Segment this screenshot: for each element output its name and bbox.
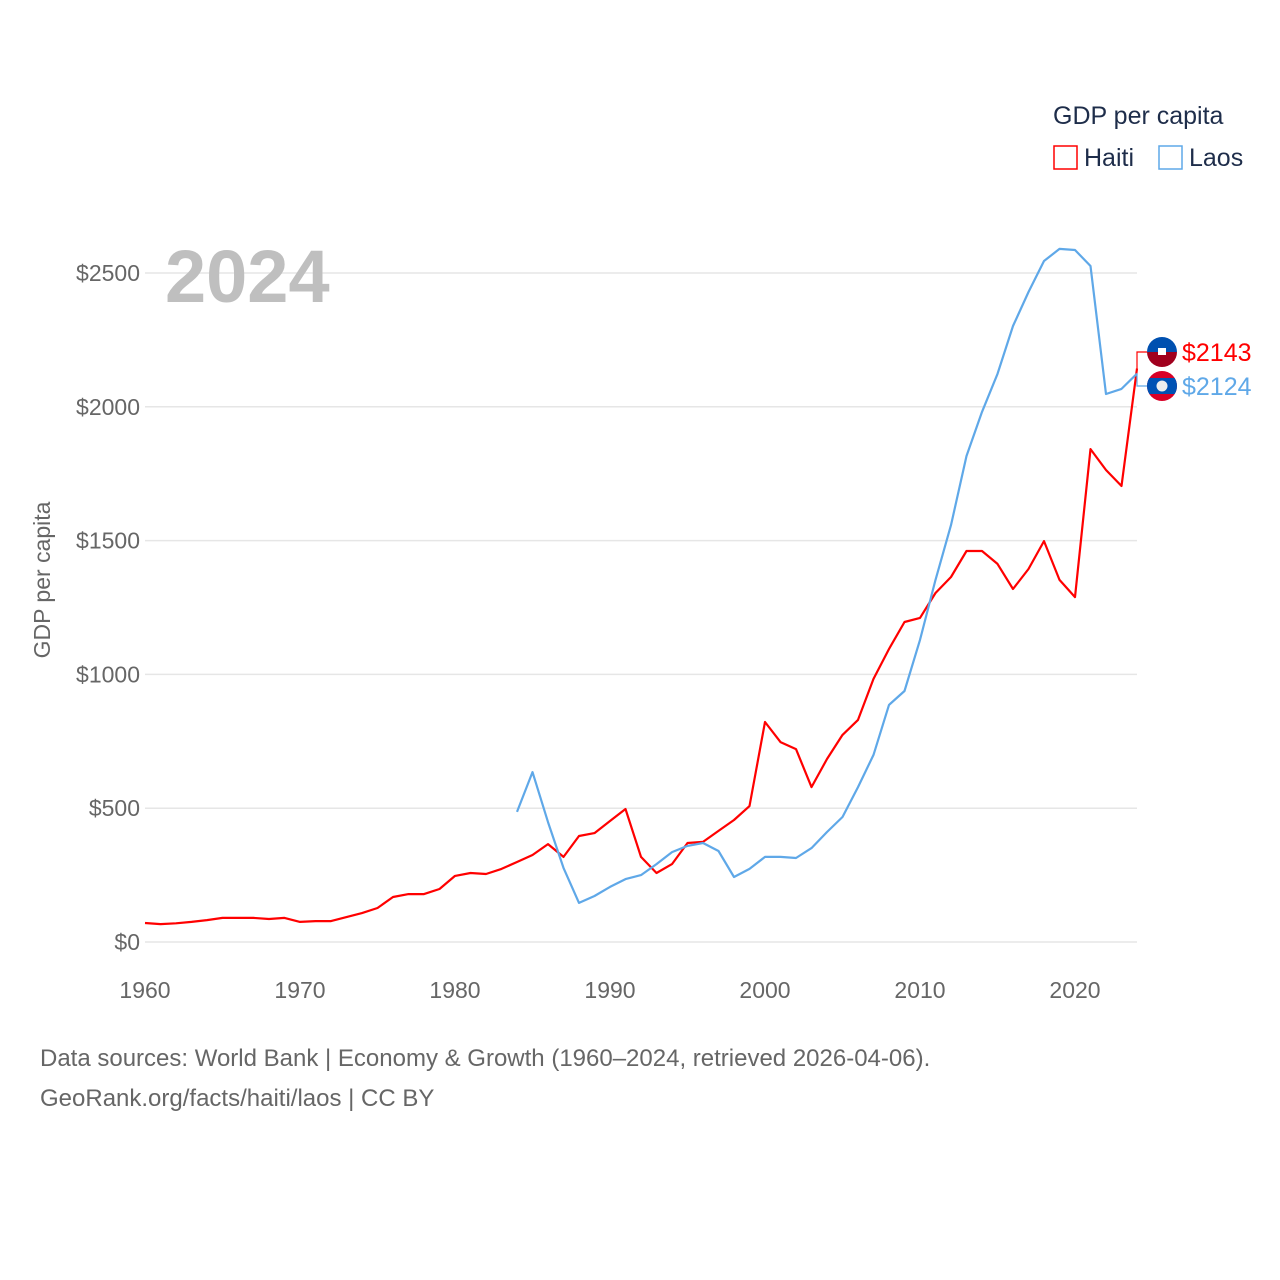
- year-watermark: 2024: [165, 235, 330, 318]
- y-tick-label: $500: [89, 795, 140, 821]
- footer-link[interactable]: GeoRank.org/facts/haiti/laos | CC BY: [40, 1085, 435, 1112]
- end-label-connector: [1136, 351, 1147, 369]
- legend: GDP per capita Haiti Laos: [1053, 102, 1243, 172]
- x-tick-label: 2020: [1049, 977, 1100, 1003]
- legend-label-haiti[interactable]: Haiti: [1084, 144, 1134, 172]
- series-line-haiti[interactable]: [144, 368, 1139, 926]
- legend-swatch-laos[interactable]: [1158, 145, 1183, 170]
- y-axis-label: GDP per capita: [29, 501, 55, 658]
- x-tick-label: 2000: [739, 977, 790, 1003]
- end-value-label-haiti: $2143: [1182, 339, 1252, 367]
- series-line-laos[interactable]: [515, 247, 1138, 905]
- end-value-label-laos: $2124: [1182, 373, 1252, 401]
- legend-label-laos[interactable]: Laos: [1189, 144, 1243, 172]
- footer-sources: Data sources: World Bank | Economy & Gro…: [40, 1045, 931, 1072]
- legend-title: GDP per capita: [1053, 102, 1224, 130]
- y-tick-label: $2500: [76, 260, 140, 286]
- x-tick-label: 1960: [119, 977, 170, 1003]
- haiti-flag-icon: [1147, 337, 1177, 367]
- y-tick-label: $1500: [76, 528, 140, 554]
- legend-swatch-haiti[interactable]: [1053, 145, 1078, 170]
- y-tick-label: $0: [114, 929, 140, 955]
- end-label-connector: [1136, 373, 1147, 387]
- x-tick-label: 1980: [429, 977, 480, 1003]
- laos-flag-icon: [1147, 371, 1177, 401]
- x-tick-label: 1970: [274, 977, 325, 1003]
- y-tick-label: $2000: [76, 394, 140, 420]
- x-tick-label: 2010: [894, 977, 945, 1003]
- x-tick-label: 1990: [584, 977, 635, 1003]
- y-tick-label: $1000: [76, 661, 140, 687]
